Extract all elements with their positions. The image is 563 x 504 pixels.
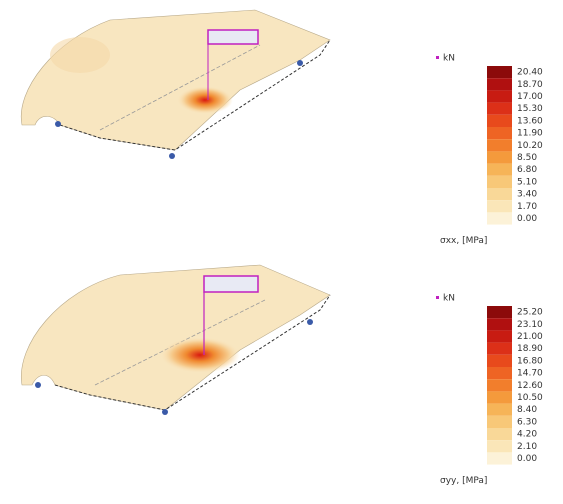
legend-swatch bbox=[487, 188, 512, 200]
legend-swatch bbox=[487, 330, 512, 342]
legend-label: 6.80 bbox=[517, 165, 537, 175]
legend-label: 17.00 bbox=[517, 92, 543, 102]
unit-label: kN bbox=[443, 294, 455, 304]
legend-label: 0.00 bbox=[517, 214, 537, 224]
legend-swatch bbox=[487, 416, 512, 428]
legend-label: 11.90 bbox=[517, 129, 543, 139]
model-bottom bbox=[21, 265, 330, 415]
legend-swatch bbox=[487, 452, 512, 464]
screenshot: kN 20.40 18.70 17.00 15.30 13.60 11.90 10.20 8.5… bbox=[0, 0, 563, 500]
legend-swatch bbox=[487, 306, 512, 318]
legend-label: 0.00 bbox=[517, 454, 537, 464]
legend-label: 2.10 bbox=[517, 442, 537, 452]
legend-label: 18.70 bbox=[517, 80, 543, 90]
legend-swatch bbox=[487, 103, 512, 115]
legend-label: 12.60 bbox=[517, 381, 543, 391]
legend-swatch bbox=[487, 212, 512, 224]
legend-swatch bbox=[487, 404, 512, 416]
legend-label: 15.30 bbox=[517, 104, 543, 114]
legend-label: 1.70 bbox=[517, 202, 537, 212]
legend-label: 25.20 bbox=[517, 308, 543, 318]
load-marker bbox=[436, 296, 439, 299]
legend-swatch bbox=[487, 139, 512, 151]
legend-swatch bbox=[487, 164, 512, 176]
legend-swatch bbox=[487, 115, 512, 127]
legend-swatch bbox=[487, 127, 512, 139]
legend-label: 13.60 bbox=[517, 116, 543, 126]
legend-swatch bbox=[487, 379, 512, 391]
model-top bbox=[21, 10, 330, 159]
legend-swatch bbox=[487, 343, 512, 355]
legend-label: 21.00 bbox=[517, 332, 543, 342]
legend-swatch bbox=[487, 176, 512, 188]
legend-label: 4.20 bbox=[517, 430, 537, 440]
legend-swatch bbox=[487, 428, 512, 440]
legend-title: σyy, [MPa] bbox=[440, 476, 487, 486]
legend-label: 5.10 bbox=[517, 177, 537, 187]
legend-swatch bbox=[487, 66, 512, 78]
legend-label: 8.50 bbox=[517, 153, 537, 163]
legend-label: 10.50 bbox=[517, 393, 543, 403]
legend-swatch bbox=[487, 318, 512, 330]
legend-label: 20.40 bbox=[517, 68, 543, 78]
load-marker bbox=[436, 56, 439, 59]
legend-swatch bbox=[487, 440, 512, 452]
legend-title: σxx, [MPa] bbox=[440, 236, 487, 246]
legend-label: 10.20 bbox=[517, 141, 543, 151]
legend-label: 6.30 bbox=[517, 417, 537, 427]
legend-label: 23.10 bbox=[517, 320, 543, 330]
unit-label: kN bbox=[443, 54, 455, 64]
legend-label: 16.80 bbox=[517, 356, 543, 366]
legend-swatch bbox=[487, 391, 512, 403]
legend-swatch bbox=[487, 200, 512, 212]
legend-swatch bbox=[487, 90, 512, 102]
legend-label: 14.70 bbox=[517, 369, 543, 379]
legend-label: 3.40 bbox=[517, 190, 537, 200]
legend-label: 18.90 bbox=[517, 344, 543, 354]
legend-swatch bbox=[487, 78, 512, 90]
legend-label: 8.40 bbox=[517, 405, 537, 415]
legends: kN 20.40 18.70 17.00 15.30 13.60 11.90 10.20 8.5… bbox=[436, 54, 543, 487]
legend-swatch bbox=[487, 367, 512, 379]
legend-swatch bbox=[487, 355, 512, 367]
legend-swatch bbox=[487, 151, 512, 163]
